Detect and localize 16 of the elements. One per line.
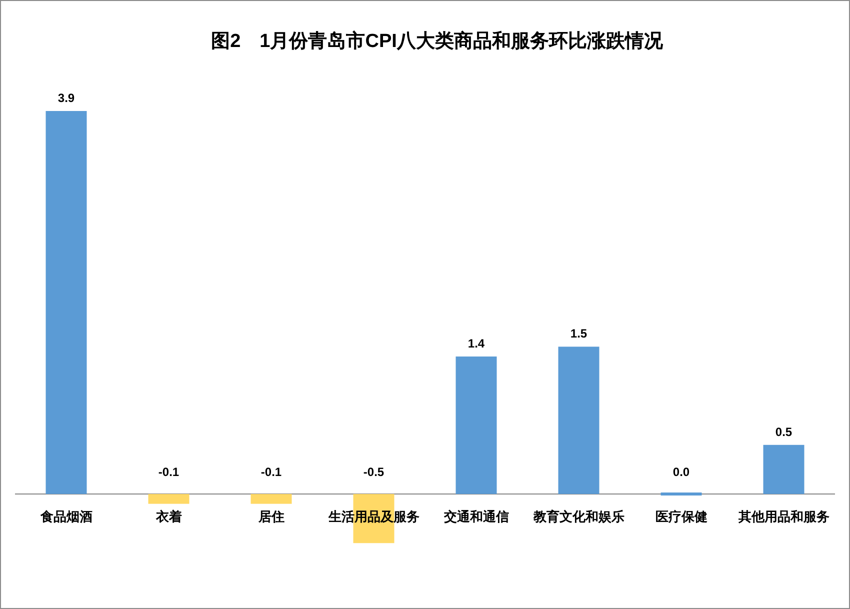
data-label: -0.1	[158, 465, 180, 479]
x-tick-label: 其他用品和服务	[737, 509, 830, 524]
chart-title: 图2 1月份青岛市CPI八大类商品和服务环比涨跌情况	[211, 30, 664, 52]
x-tick-label: 居住	[257, 509, 284, 524]
data-label: 1.4	[468, 336, 485, 351]
x-tick-label: 教育文化和娱乐	[532, 509, 624, 524]
data-label: -0.5	[363, 465, 384, 479]
data-label: 1.5	[570, 326, 588, 341]
x-tick-label: 交通和通信	[442, 509, 509, 524]
data-label: 0.5	[775, 424, 792, 439]
x-tick-label: 衣着	[154, 509, 182, 524]
data-label: 3.9	[58, 91, 75, 105]
data-label: 0.0	[672, 465, 690, 479]
data-label: -0.1	[260, 465, 282, 479]
x-tick-label: 食品烟酒	[39, 509, 92, 524]
x-tick-label: 医疗保健	[655, 509, 708, 524]
